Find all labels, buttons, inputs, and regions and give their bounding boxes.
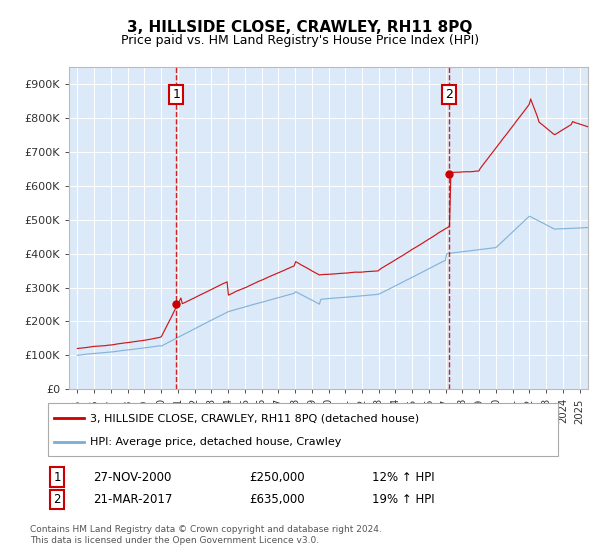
Text: 1: 1: [53, 470, 61, 484]
Text: 21-MAR-2017: 21-MAR-2017: [93, 493, 172, 506]
Text: 27-NOV-2000: 27-NOV-2000: [93, 470, 172, 484]
Text: Contains HM Land Registry data © Crown copyright and database right 2024.
This d: Contains HM Land Registry data © Crown c…: [30, 525, 382, 545]
Text: 1: 1: [172, 88, 180, 101]
Text: 3, HILLSIDE CLOSE, CRAWLEY, RH11 8PQ (detached house): 3, HILLSIDE CLOSE, CRAWLEY, RH11 8PQ (de…: [90, 413, 419, 423]
Text: 2: 2: [53, 493, 61, 506]
Text: Price paid vs. HM Land Registry's House Price Index (HPI): Price paid vs. HM Land Registry's House …: [121, 34, 479, 46]
Text: 12% ↑ HPI: 12% ↑ HPI: [372, 470, 434, 484]
Text: HPI: Average price, detached house, Crawley: HPI: Average price, detached house, Craw…: [90, 436, 341, 446]
Text: £635,000: £635,000: [249, 493, 305, 506]
Text: 19% ↑ HPI: 19% ↑ HPI: [372, 493, 434, 506]
Text: 2: 2: [445, 88, 454, 101]
Text: £250,000: £250,000: [249, 470, 305, 484]
Text: 3, HILLSIDE CLOSE, CRAWLEY, RH11 8PQ: 3, HILLSIDE CLOSE, CRAWLEY, RH11 8PQ: [127, 20, 473, 35]
